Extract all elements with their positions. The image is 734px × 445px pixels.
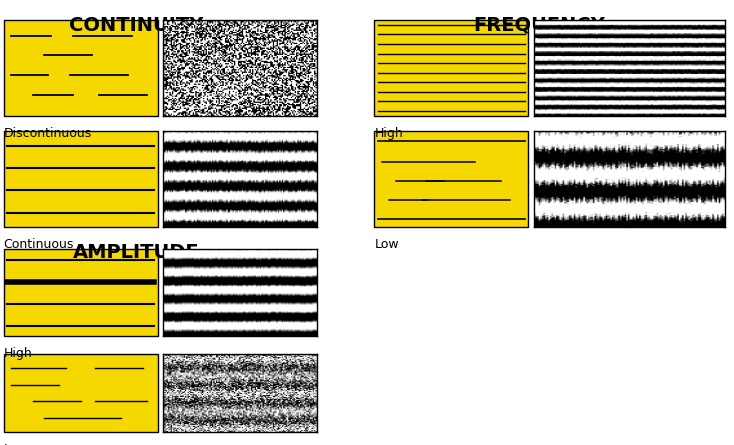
Text: High: High bbox=[374, 127, 403, 140]
Text: Low: Low bbox=[4, 443, 29, 445]
Bar bbox=[374, 131, 528, 227]
Text: Continuous: Continuous bbox=[4, 238, 74, 251]
Text: High: High bbox=[4, 347, 32, 360]
Bar bbox=[374, 20, 528, 116]
Text: Low: Low bbox=[374, 238, 399, 251]
Bar bbox=[4, 249, 158, 336]
Text: CONTINUITY: CONTINUITY bbox=[68, 16, 203, 35]
Bar bbox=[4, 354, 158, 432]
Bar bbox=[4, 20, 158, 116]
Text: AMPLITUDE: AMPLITUDE bbox=[73, 243, 199, 262]
Text: FREQUENCY: FREQUENCY bbox=[473, 16, 606, 35]
Text: Discontinuous: Discontinuous bbox=[4, 127, 92, 140]
Bar bbox=[4, 131, 158, 227]
